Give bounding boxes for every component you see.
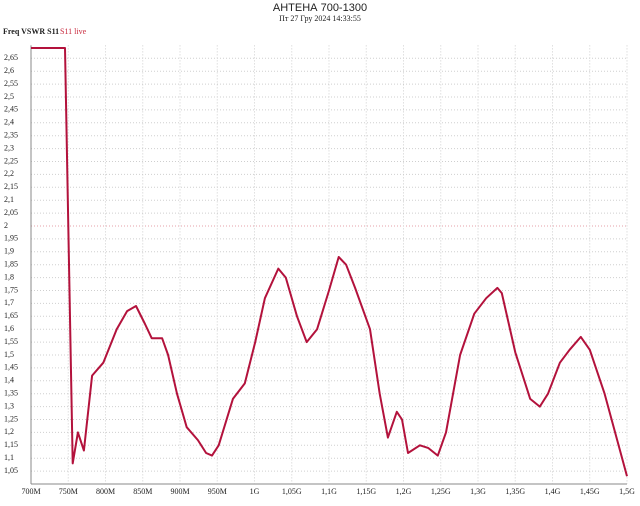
x-tick-label: 1,35G [505, 487, 525, 496]
y-tick-label: 1,8 [4, 272, 14, 281]
x-tick-label: 1,4G [545, 487, 561, 496]
y-tick-label: 2,45 [4, 105, 18, 114]
y-tick-label: 1,35 [4, 389, 18, 398]
y-tick-label: 2,2 [4, 169, 14, 178]
y-tick-label: 1,1 [4, 453, 14, 462]
x-tick-label: 1G [250, 487, 260, 496]
x-tick-label: 1,05G [282, 487, 302, 496]
x-tick-label: 1,1G [321, 487, 337, 496]
x-tick-label: 1,25G [431, 487, 451, 496]
y-tick-label: 1,7 [4, 298, 14, 307]
y-tick-label: 2,35 [4, 131, 18, 140]
x-tick-label: 750M [59, 487, 78, 496]
y-tick-label: 1,45 [4, 363, 18, 372]
y-tick-label: 2,55 [4, 79, 18, 88]
y-tick-label: 2,5 [4, 92, 14, 101]
x-tick-label: 1,3G [470, 487, 486, 496]
y-tick-label: 1,65 [4, 311, 18, 320]
x-tick-label: 1,45G [580, 487, 600, 496]
y-tick-label: 2 [4, 221, 8, 230]
y-tick-label: 1,9 [4, 247, 14, 256]
x-tick-label: 1,2G [396, 487, 412, 496]
y-tick-label: 2,3 [4, 143, 14, 152]
y-tick-label: 1,55 [4, 337, 18, 346]
y-tick-label: 2,05 [4, 208, 18, 217]
data-line [31, 47, 628, 477]
y-tick-label: 1,4 [4, 376, 14, 385]
y-tick-label: 2,25 [4, 156, 18, 165]
header-label: Freq VSWR S11 [3, 27, 59, 36]
y-tick-label: 1,3 [4, 401, 14, 410]
y-tick-label: 2,6 [4, 66, 14, 75]
y-tick-label: 1,6 [4, 324, 14, 333]
y-tick-label: 2,4 [4, 118, 14, 127]
y-tick-label: 1,25 [4, 414, 18, 423]
x-tick-label: 1,15G [356, 487, 376, 496]
x-tick-label: 950M [208, 487, 227, 496]
y-tick-label: 1,75 [4, 285, 18, 294]
y-tick-label: 1,2 [4, 427, 14, 436]
y-tick-label: 1,05 [4, 466, 18, 475]
x-tick-label: 800M [96, 487, 115, 496]
y-tick-label: 1,85 [4, 260, 18, 269]
y-tick-label: 1,95 [4, 234, 18, 243]
x-tick-label: 700M [21, 487, 40, 496]
chart-subtitle: Пт 27 Гру 2024 14:33:55 [279, 14, 361, 23]
chart-title: АНТЕНА 700-1300 [273, 2, 367, 14]
x-tick-label: 850M [133, 487, 152, 496]
x-tick-label: 900M [170, 487, 189, 496]
y-tick-label: 1,15 [4, 440, 18, 449]
y-tick-label: 2,1 [4, 195, 14, 204]
legend-entry: S11 live [60, 27, 87, 36]
y-tick-label: 2,65 [4, 53, 18, 62]
y-tick-label: 1,5 [4, 350, 14, 359]
y-tick-label: 2,15 [4, 182, 18, 191]
x-tick-label: 1,5G [619, 487, 635, 496]
